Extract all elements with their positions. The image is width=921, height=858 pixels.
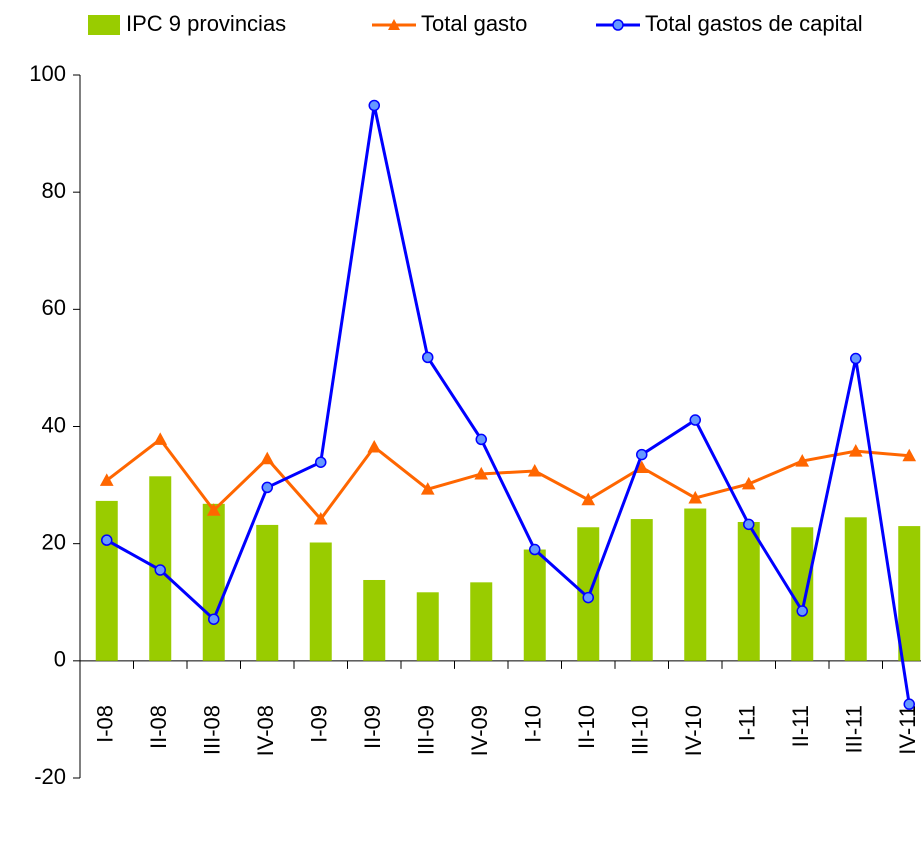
x-tick-label: I-08 bbox=[93, 705, 118, 743]
bar bbox=[791, 527, 814, 661]
y-tick-label: 0 bbox=[54, 647, 66, 672]
marker bbox=[529, 543, 541, 556]
marker bbox=[848, 444, 863, 457]
marker bbox=[527, 463, 542, 477]
bar bbox=[898, 526, 921, 661]
x-tick-label: IV-09 bbox=[467, 705, 492, 756]
marker bbox=[153, 432, 168, 445]
legend-label: IPC 9 provincias bbox=[126, 11, 286, 36]
y-tick-label: 60 bbox=[42, 295, 66, 320]
marker bbox=[582, 591, 594, 604]
marker bbox=[261, 481, 273, 494]
marker bbox=[795, 454, 810, 467]
y-tick-label: 20 bbox=[42, 529, 66, 554]
x-tick-label: II-10 bbox=[574, 705, 599, 749]
legend-marker bbox=[612, 19, 624, 31]
x-tick-label: II-09 bbox=[360, 705, 385, 749]
x-tick-label: II-08 bbox=[146, 705, 171, 749]
marker bbox=[689, 414, 701, 426]
y-tick-label: 40 bbox=[42, 412, 66, 437]
line bbox=[105, 437, 910, 522]
marker bbox=[474, 466, 489, 480]
bar bbox=[202, 503, 225, 661]
marker bbox=[101, 534, 113, 546]
bar bbox=[523, 549, 546, 661]
x-tick-label: IV-08 bbox=[253, 705, 278, 756]
bar bbox=[844, 517, 867, 661]
marker bbox=[634, 460, 649, 474]
bar bbox=[416, 592, 439, 661]
marker bbox=[99, 473, 114, 486]
x-tick-label: I-10 bbox=[521, 705, 546, 743]
y-tick-label: 100 bbox=[29, 61, 66, 86]
marker bbox=[154, 564, 166, 576]
y-tick-label: 80 bbox=[42, 178, 66, 203]
legend-label: Total gasto bbox=[421, 11, 527, 36]
marker bbox=[313, 512, 328, 525]
marker bbox=[741, 476, 756, 490]
y-tick-label: -20 bbox=[34, 764, 66, 789]
marker bbox=[422, 351, 434, 364]
marker bbox=[796, 605, 808, 617]
bar bbox=[363, 579, 386, 661]
x-tick-label: IV-10 bbox=[681, 705, 706, 756]
marker bbox=[743, 518, 755, 531]
marker bbox=[475, 433, 487, 446]
marker bbox=[208, 613, 220, 625]
bar bbox=[737, 521, 760, 661]
marker bbox=[850, 352, 862, 365]
x-tick-label: III-11 bbox=[842, 705, 867, 754]
marker bbox=[315, 456, 327, 468]
line bbox=[106, 105, 911, 705]
bar bbox=[256, 524, 279, 661]
legend-marker bbox=[388, 19, 400, 30]
x-tick-label: III-08 bbox=[200, 705, 225, 755]
x-tick-label: I-09 bbox=[307, 705, 332, 743]
x-tick-label: I-11 bbox=[735, 705, 760, 741]
marker bbox=[636, 448, 648, 461]
marker bbox=[903, 698, 915, 710]
marker bbox=[902, 448, 917, 462]
legend-label: Total gastos de capital bbox=[645, 11, 863, 36]
bar bbox=[684, 508, 707, 661]
marker bbox=[260, 451, 275, 465]
marker bbox=[688, 490, 703, 504]
bar bbox=[470, 582, 493, 661]
bar bbox=[630, 519, 653, 661]
legend-swatch bbox=[88, 15, 120, 35]
x-tick-label: II-11 bbox=[788, 705, 813, 747]
x-tick-label: IV-11 bbox=[895, 705, 920, 755]
marker bbox=[420, 482, 435, 495]
x-tick-label: III-09 bbox=[414, 705, 439, 755]
bar bbox=[95, 500, 118, 661]
marker bbox=[581, 492, 596, 506]
marker bbox=[368, 99, 380, 112]
x-tick-label: III-10 bbox=[628, 705, 653, 755]
marker bbox=[367, 439, 382, 453]
marker bbox=[206, 503, 221, 516]
bar bbox=[309, 542, 332, 661]
